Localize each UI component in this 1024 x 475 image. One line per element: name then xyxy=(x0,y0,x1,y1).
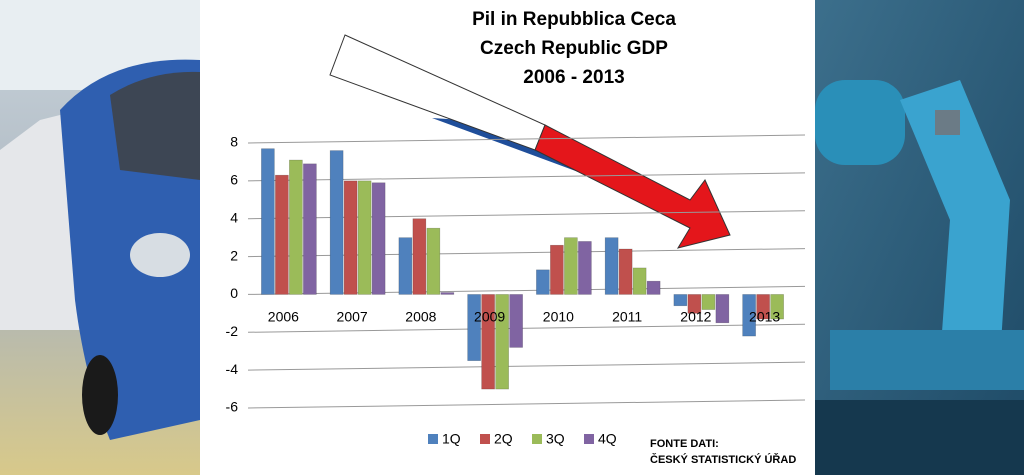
bar xyxy=(578,241,592,295)
bar xyxy=(564,237,578,295)
plot: -6 -4 -2 0 2 4 6 8 2006 2007 2008 2009 2010 2011 2012 2… xyxy=(226,134,806,415)
grid-line xyxy=(247,399,806,409)
legend-label: 3Q xyxy=(546,431,565,447)
bar xyxy=(343,180,358,295)
x-tick-label: 2010 xyxy=(543,309,574,325)
bar xyxy=(646,280,661,295)
bar xyxy=(371,182,386,295)
x-tick-label: 2011 xyxy=(612,309,642,325)
source-line: ČESKÝ STATISTICKÝ ÚŘAD xyxy=(650,453,796,466)
grid-line xyxy=(247,134,806,144)
bar xyxy=(481,294,495,390)
x-tick-label: 2009 xyxy=(474,309,505,325)
arrow-decoration xyxy=(329,34,731,249)
title-line: Pil in Repubblica Ceca xyxy=(472,9,676,30)
bar xyxy=(357,180,372,295)
y-tick-label: -4 xyxy=(226,361,239,377)
bar xyxy=(618,248,633,295)
bar xyxy=(509,294,523,348)
x-tick-label: 2006 xyxy=(268,309,299,325)
left-photo xyxy=(0,0,200,475)
bar xyxy=(495,294,509,390)
x-tick-label: 2012 xyxy=(680,309,711,325)
legend-swatch xyxy=(428,434,438,444)
x-tick-label: 2007 xyxy=(337,309,368,325)
legend-label: 4Q xyxy=(598,431,617,447)
bar xyxy=(701,294,716,310)
title-line: 2006 - 2013 xyxy=(523,67,624,88)
bar xyxy=(275,174,289,295)
bar xyxy=(550,244,564,295)
bar xyxy=(536,269,550,295)
bar xyxy=(632,267,647,295)
legend: 1Q 2Q 3Q 4Q xyxy=(428,431,617,447)
bar xyxy=(426,227,441,295)
bar xyxy=(289,159,303,295)
y-tick-label: -2 xyxy=(226,323,239,339)
bar xyxy=(770,294,784,320)
legend-swatch xyxy=(480,434,490,444)
right-photo xyxy=(815,0,1024,475)
bar xyxy=(440,292,455,295)
title-line: Czech Republic GDP xyxy=(480,38,668,59)
y-tick-label: -6 xyxy=(226,399,239,415)
y-tick-label: 6 xyxy=(230,172,238,188)
bar xyxy=(604,237,619,295)
source-line: FONTE DATI: xyxy=(650,438,719,450)
title: Pil in Repubblica Ceca Czech Republic GDP… xyxy=(472,9,676,88)
y-tick-label: 8 xyxy=(230,134,238,150)
y-tick-label: 0 xyxy=(230,285,238,301)
bar xyxy=(261,148,275,295)
legend-swatch xyxy=(584,434,594,444)
bar xyxy=(742,294,756,337)
bar xyxy=(687,294,702,314)
grid-line xyxy=(247,361,806,371)
bar xyxy=(715,294,730,324)
bar xyxy=(303,163,317,295)
bar xyxy=(467,294,481,361)
bar xyxy=(412,218,427,295)
bar xyxy=(673,294,688,307)
x-tick-label: 2013 xyxy=(749,309,780,325)
y-tick-label: 4 xyxy=(230,209,238,225)
bar xyxy=(329,150,344,295)
grid-line xyxy=(247,323,806,333)
legend-label: 1Q xyxy=(442,431,461,447)
legend-label: 2Q xyxy=(494,431,513,447)
bar xyxy=(398,237,413,295)
y-tick-label: 2 xyxy=(230,247,238,263)
x-tick-label: 2008 xyxy=(405,309,436,325)
source: FONTE DATI: ČESKÝ STATISTICKÝ ÚŘAD xyxy=(650,438,796,466)
legend-swatch xyxy=(532,434,542,444)
bar xyxy=(756,294,770,320)
